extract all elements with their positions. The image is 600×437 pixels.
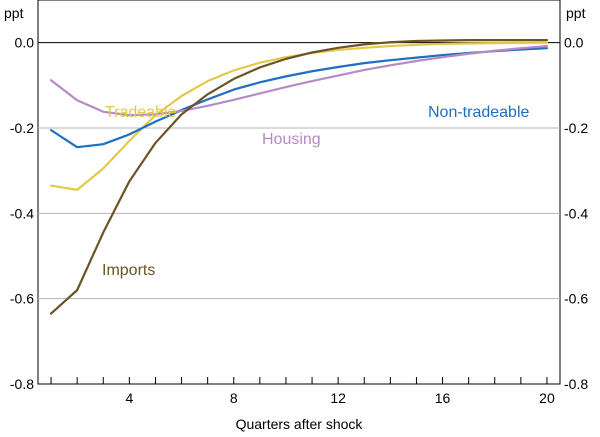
y-tick-label-right: -0.6	[564, 291, 588, 307]
y-ticks: 0.0 0.0 -0.2 -0.2 -0.4 -0.4 -0.6 -0.6 -0.8 -0.8	[10, 35, 588, 392]
y-tick-label-left: -0.8	[10, 376, 34, 392]
y-unit-right: ppt	[566, 5, 586, 21]
plot-frame	[37, 0, 561, 385]
series-label-imports: Imports	[102, 262, 155, 279]
y-unit-left: ppt	[4, 5, 24, 21]
y-tick-label-left: -0.4	[10, 205, 34, 221]
x-tick-label: 12	[330, 390, 346, 406]
y-tick-label-left: -0.2	[10, 120, 34, 136]
series-label-tradeable: Tradeable	[105, 104, 177, 121]
y-tick-label-left: -0.6	[10, 291, 34, 307]
series-lines	[49, 39, 549, 315]
series-label-housing: Housing	[262, 131, 321, 148]
y-tick-label-right: -0.2	[564, 120, 588, 136]
y-tick-label-left: 0.0	[15, 35, 35, 51]
y-tick-label-right: -0.4	[564, 205, 588, 221]
y-tick-label-right: -0.8	[564, 376, 588, 392]
x-tick-label: 16	[435, 390, 451, 406]
x-tick-label: 4	[125, 390, 133, 406]
grid-lines	[38, 127, 560, 300]
x-ticks: 4 8 12 16 20	[50, 377, 555, 406]
series-line-housing	[49, 44, 549, 117]
series-label-non-tradeable: Non-tradeable	[428, 104, 530, 121]
y-tick-label-right: 0.0	[564, 35, 584, 51]
series-line-imports	[49, 39, 549, 315]
x-axis-title: Quarters after shock	[236, 416, 364, 432]
x-tick-label: 20	[539, 390, 555, 406]
x-tick-label: 8	[230, 390, 238, 406]
